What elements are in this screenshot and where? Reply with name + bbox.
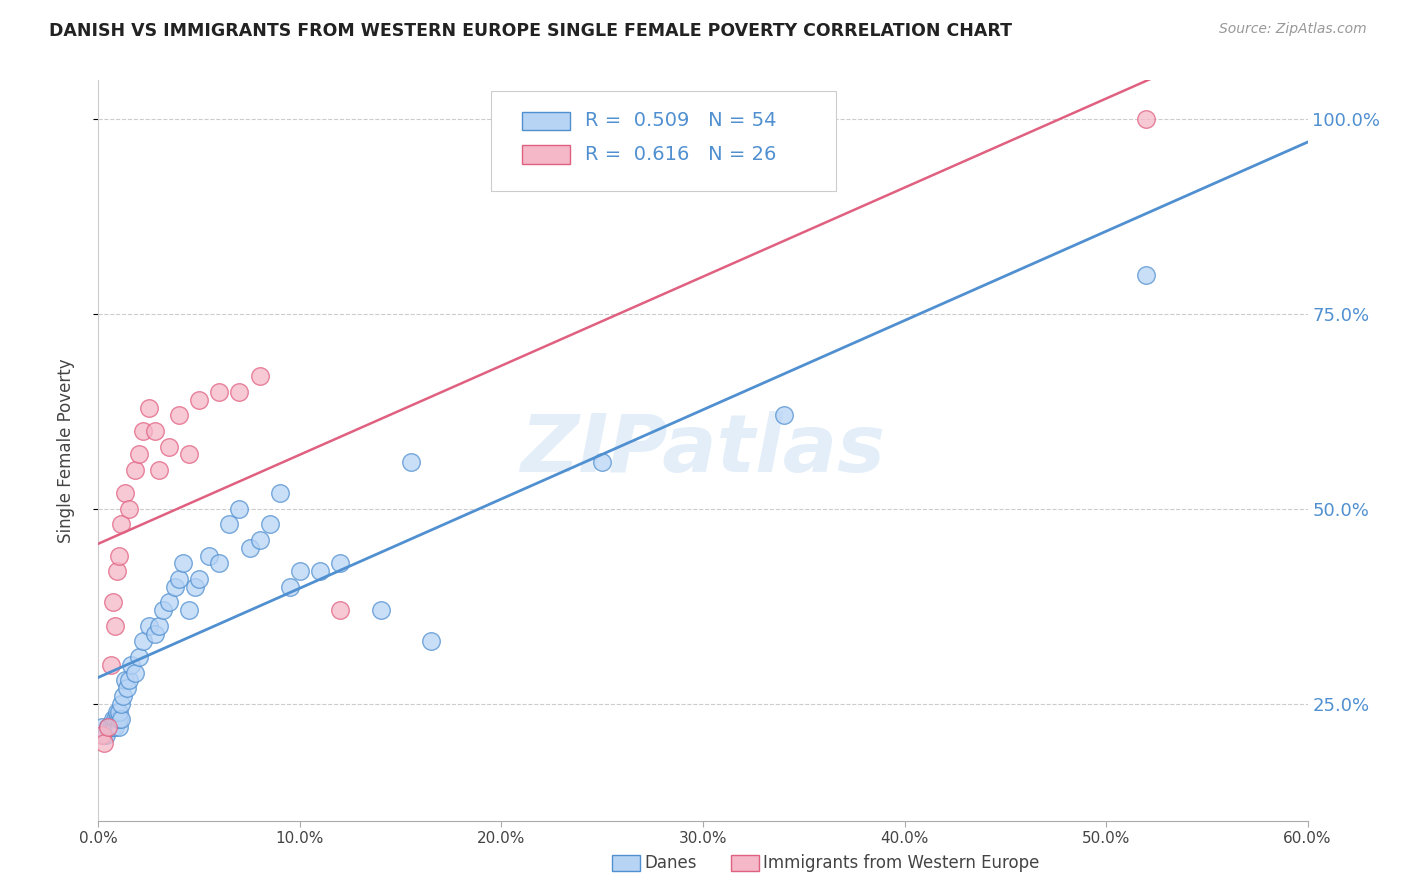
Point: [152, 603, 174, 617]
Point: [148, 619, 170, 633]
Point: [114, 486, 136, 500]
Y-axis label: Single Female Poverty: Single Female Poverty: [56, 359, 75, 542]
Point: [239, 541, 262, 555]
Point: [228, 502, 250, 516]
Point: [111, 689, 134, 703]
Point: [101, 720, 124, 734]
Point: [128, 447, 150, 461]
Point: [97, 720, 120, 734]
Point: [370, 603, 392, 617]
Point: [208, 384, 231, 399]
Point: [103, 619, 125, 633]
Point: [105, 705, 128, 719]
Point: [101, 712, 124, 726]
Point: [179, 447, 201, 461]
Point: [138, 401, 160, 415]
Point: [329, 557, 352, 571]
Text: Danes: Danes: [644, 855, 696, 872]
Point: [288, 564, 311, 578]
Text: DANISH VS IMMIGRANTS FROM WESTERN EUROPE SINGLE FEMALE POVERTY CORRELATION CHART: DANISH VS IMMIGRANTS FROM WESTERN EUROPE…: [49, 22, 1012, 40]
Point: [107, 712, 129, 726]
Point: [772, 409, 794, 423]
Point: [110, 697, 132, 711]
Point: [124, 665, 146, 680]
Point: [118, 502, 141, 516]
Point: [120, 657, 142, 672]
Point: [105, 712, 128, 726]
Point: [93, 728, 115, 742]
Point: [96, 728, 118, 742]
Point: [198, 549, 221, 563]
Point: [107, 720, 129, 734]
Point: [188, 572, 211, 586]
Point: [132, 424, 155, 438]
Point: [420, 634, 443, 648]
Point: [110, 517, 132, 532]
Point: [103, 712, 125, 726]
Point: [115, 681, 138, 695]
Point: [97, 720, 120, 734]
Point: [329, 603, 352, 617]
Point: [228, 384, 250, 399]
Point: [157, 440, 180, 454]
Point: [399, 455, 422, 469]
Point: [100, 720, 122, 734]
Point: [91, 728, 114, 742]
Point: [309, 564, 332, 578]
Point: [179, 603, 201, 617]
Point: [208, 557, 231, 571]
Point: [278, 580, 301, 594]
Text: ZIPatlas: ZIPatlas: [520, 411, 886, 490]
Point: [105, 564, 128, 578]
FancyBboxPatch shape: [522, 145, 569, 163]
Point: [132, 634, 155, 648]
FancyBboxPatch shape: [492, 91, 837, 191]
Point: [93, 736, 115, 750]
Point: [148, 463, 170, 477]
Point: [188, 392, 211, 407]
Point: [249, 533, 271, 547]
FancyBboxPatch shape: [522, 112, 569, 130]
Point: [172, 557, 194, 571]
Point: [124, 463, 146, 477]
Point: [138, 619, 160, 633]
Point: [218, 517, 240, 532]
Text: Source: ZipAtlas.com: Source: ZipAtlas.com: [1219, 22, 1367, 37]
Point: [110, 712, 132, 726]
Point: [107, 549, 129, 563]
Point: [128, 650, 150, 665]
Point: [157, 595, 180, 609]
Text: R =  0.509   N = 54: R = 0.509 N = 54: [585, 112, 776, 130]
Point: [100, 657, 122, 672]
Point: [163, 580, 186, 594]
Point: [107, 705, 129, 719]
Point: [259, 517, 281, 532]
Point: [143, 424, 166, 438]
Point: [591, 455, 613, 469]
Point: [101, 595, 124, 609]
Point: [118, 673, 141, 688]
Point: [97, 720, 120, 734]
Point: [1135, 268, 1157, 282]
Point: [249, 369, 271, 384]
Point: [103, 720, 125, 734]
Point: [143, 626, 166, 640]
Point: [114, 673, 136, 688]
Point: [167, 409, 190, 423]
Point: [91, 720, 114, 734]
Point: [1135, 112, 1157, 127]
Point: [184, 580, 207, 594]
Point: [167, 572, 190, 586]
Text: Immigrants from Western Europe: Immigrants from Western Europe: [763, 855, 1040, 872]
Text: R =  0.616   N = 26: R = 0.616 N = 26: [585, 145, 776, 164]
Point: [269, 486, 291, 500]
